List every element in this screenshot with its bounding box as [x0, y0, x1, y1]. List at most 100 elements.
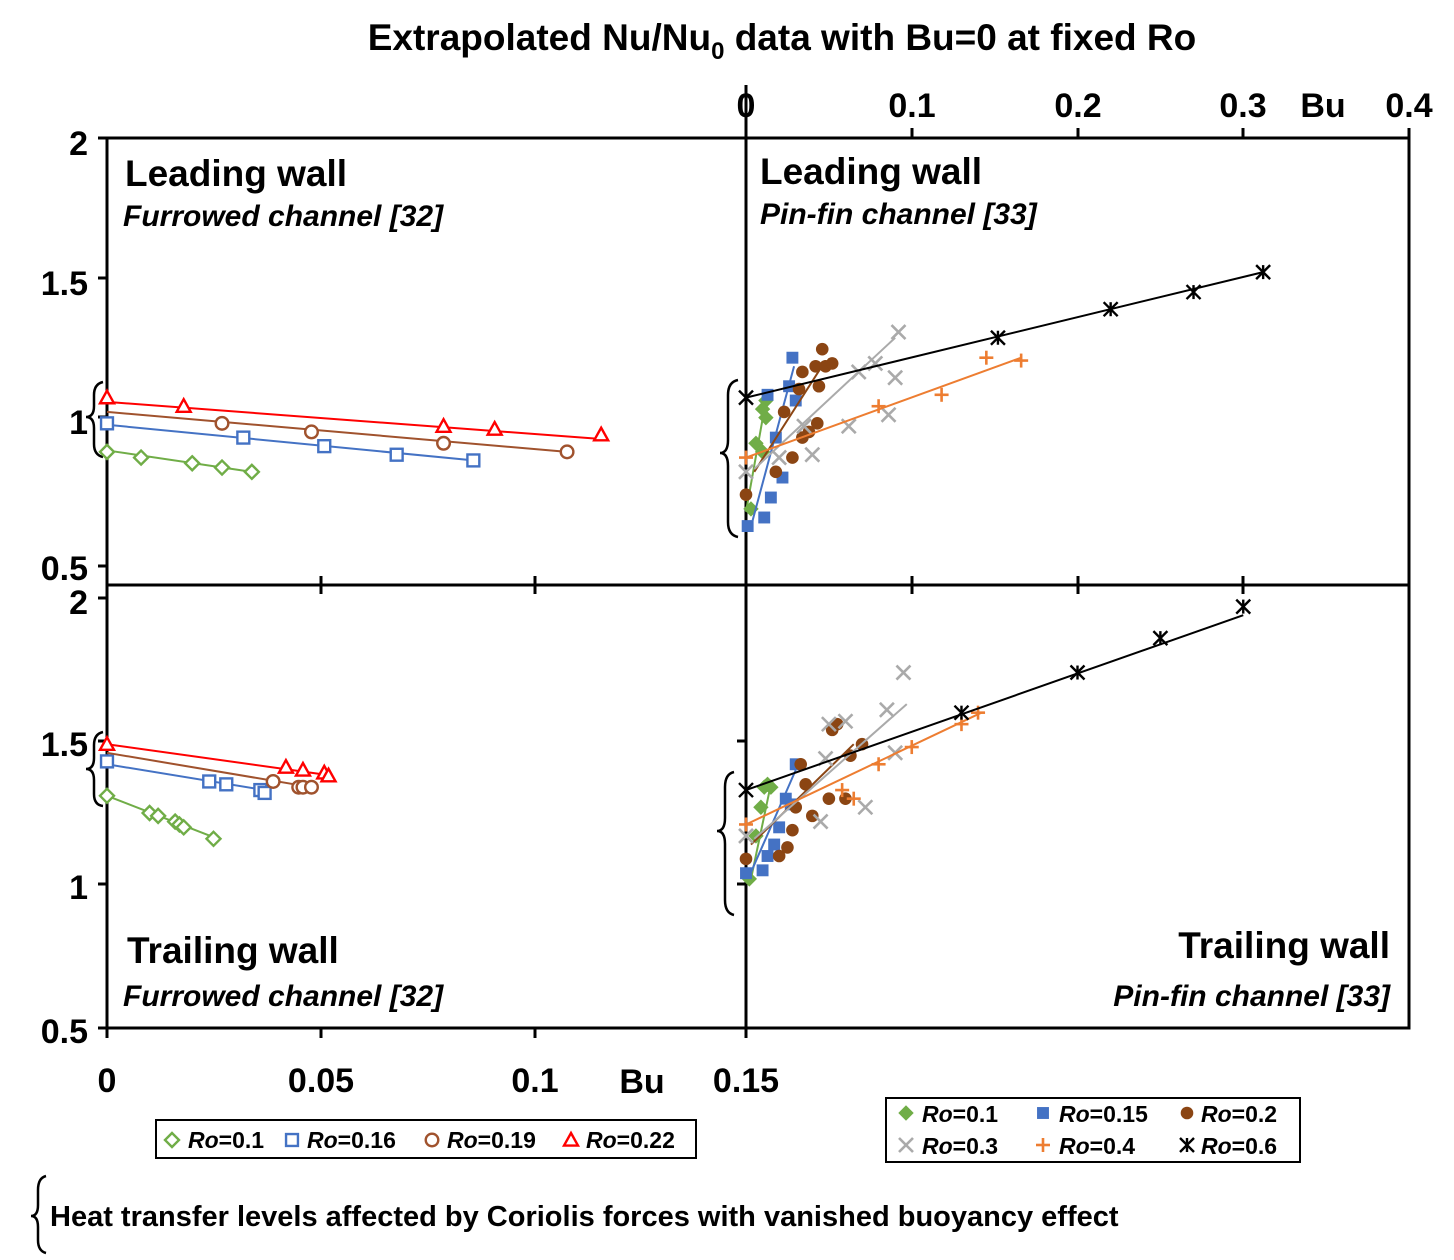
data-point — [825, 357, 839, 370]
trendline — [745, 711, 982, 826]
data-point — [753, 799, 769, 815]
brace-right-top — [719, 378, 739, 539]
legend-left-marker — [284, 1132, 300, 1148]
legend-right-marker — [1037, 1107, 1049, 1119]
data-point — [739, 852, 753, 866]
legend-right-marker — [1180, 1106, 1194, 1120]
data-point — [934, 387, 949, 402]
data-point — [303, 424, 319, 440]
data-point — [776, 471, 789, 484]
data-point — [786, 351, 799, 364]
data-point — [786, 823, 799, 837]
data-point — [204, 830, 223, 848]
data-point — [763, 779, 779, 795]
data-point — [768, 838, 781, 851]
series-left_bottom-3 — [97, 734, 338, 783]
data-point — [804, 446, 821, 463]
chart-title: Extrapolated Nu/Nu0 data with Bu=0 at fi… — [368, 17, 1197, 65]
data-point — [389, 447, 404, 462]
data-point — [99, 754, 115, 769]
legend-right-marker — [898, 1137, 914, 1153]
data-point — [871, 757, 886, 772]
brace-left-top — [85, 380, 104, 459]
legend-left: Ro=0.1 Ro=0.16 Ro=0.19 Ro=0.22 — [155, 1119, 697, 1159]
trendline — [745, 271, 1264, 399]
data-point — [243, 463, 261, 481]
data-point — [812, 813, 829, 830]
data-point — [265, 773, 281, 789]
data-point — [777, 405, 791, 419]
data-point — [592, 425, 611, 442]
data-point — [796, 418, 812, 435]
data-point — [276, 757, 295, 774]
legend-left-marker — [163, 1131, 181, 1149]
series-left_top-2 — [106, 410, 575, 460]
plot-frame — [105, 136, 1411, 1030]
series-left_top-3 — [97, 388, 611, 442]
panel-title-right-bottom: Trailing wall — [1178, 925, 1390, 966]
data-point — [796, 365, 809, 379]
legend-right-box — [885, 1097, 1301, 1163]
data-point — [837, 713, 854, 730]
data-point — [754, 401, 771, 417]
data-point — [871, 399, 886, 414]
y-tick-top-1: 1 — [69, 404, 88, 442]
data-point — [183, 454, 201, 472]
data-point — [810, 417, 824, 430]
data-point — [434, 416, 453, 433]
series-left_top-1 — [99, 416, 481, 468]
series-left_bottom-2 — [106, 751, 319, 795]
data-point — [1152, 630, 1169, 646]
legend-right-marker — [898, 1105, 914, 1121]
legend-left-label-2: Ro=0.16 — [307, 1127, 396, 1153]
data-point — [781, 841, 794, 854]
legend-right-marker — [1036, 1138, 1050, 1152]
legend-right-label-2: Ro=0.15 — [1059, 1101, 1148, 1127]
x-tick-top-0.2: 0.2 — [1054, 87, 1101, 125]
x-tick-bottom-0.05: 0.05 — [288, 1062, 354, 1100]
data-point — [1014, 353, 1029, 368]
data-point — [739, 817, 753, 832]
data-point — [835, 783, 850, 798]
legend-left-label-3: Ro=0.19 — [447, 1127, 536, 1153]
data-point — [1069, 664, 1086, 681]
data-point — [293, 760, 312, 777]
panel-title-right-top: Leading wall — [760, 151, 982, 192]
data-point — [953, 704, 970, 721]
data-point — [219, 777, 234, 792]
legend-right-marker — [1179, 1137, 1195, 1153]
legend-right-label-3: Ro=0.2 — [1201, 1101, 1277, 1127]
data-point — [890, 324, 907, 340]
data-point — [758, 511, 771, 524]
data-point — [820, 716, 837, 733]
data-point — [174, 396, 193, 414]
series-right_bottom-5 — [738, 598, 1252, 798]
legend-right-label-4: Ro=0.3 — [922, 1133, 998, 1159]
legend-left-marker — [561, 1130, 581, 1147]
data-point — [786, 451, 799, 464]
data-point — [738, 463, 754, 480]
trendline — [106, 763, 265, 792]
data-point — [761, 850, 774, 862]
x-tick-top-0.3: 0.3 — [1219, 87, 1266, 125]
data-point — [739, 488, 753, 501]
data-point — [257, 785, 272, 801]
brace-right-bottom — [716, 770, 735, 917]
data-point — [739, 450, 753, 465]
trendline — [753, 360, 827, 473]
data-point — [149, 807, 167, 825]
data-point — [740, 867, 752, 880]
data-point — [1102, 301, 1119, 318]
data-point — [213, 458, 231, 477]
data-point — [878, 701, 895, 718]
x-tick-top-0: 0 — [737, 87, 756, 125]
data-point — [822, 792, 836, 805]
data-point — [466, 453, 481, 468]
data-point — [98, 787, 116, 805]
series-right_top-2 — [739, 342, 839, 501]
y-tick-bottom-1.5: 1.5 — [41, 726, 88, 764]
panel-subtitle-right-top: Pin-fin channel [33] — [760, 198, 1038, 231]
y-tick-bottom-2: 2 — [69, 584, 88, 622]
tick-marks — [98, 128, 1411, 1038]
x-tick-bottom-0: 0 — [98, 1062, 117, 1100]
